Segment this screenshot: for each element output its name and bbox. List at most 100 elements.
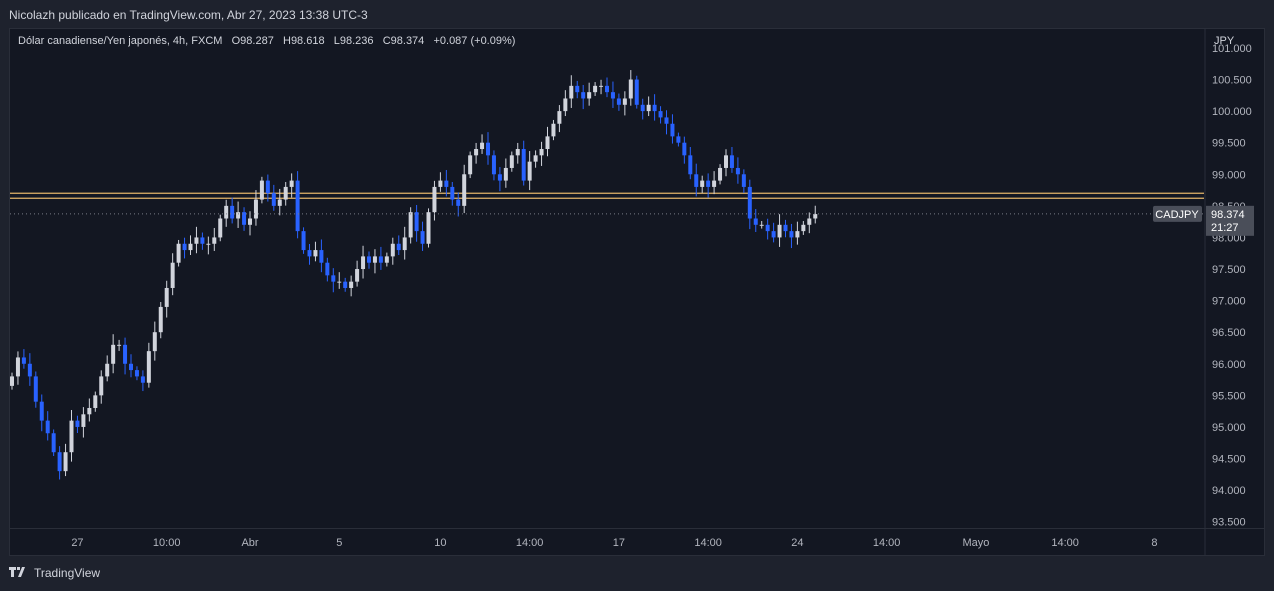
candle-body bbox=[491, 155, 496, 175]
candle bbox=[622, 91, 627, 116]
candle-body bbox=[343, 281, 348, 288]
candle-body bbox=[575, 85, 580, 93]
candle bbox=[277, 188, 282, 216]
candle-body bbox=[545, 136, 550, 150]
candle bbox=[51, 429, 56, 456]
candle bbox=[378, 246, 383, 270]
candle bbox=[111, 334, 116, 374]
candle bbox=[39, 394, 44, 432]
candle bbox=[789, 223, 794, 249]
candle bbox=[735, 157, 740, 184]
x-tick-label: 10 bbox=[434, 537, 446, 549]
candle bbox=[753, 209, 758, 233]
candle-body bbox=[283, 186, 288, 200]
candle-body bbox=[759, 224, 764, 226]
candle bbox=[146, 342, 151, 388]
candle bbox=[372, 249, 377, 274]
candle-body bbox=[158, 306, 163, 333]
candle bbox=[390, 237, 395, 265]
candle-body bbox=[676, 136, 681, 143]
candle-body bbox=[408, 212, 413, 238]
candle-body bbox=[444, 180, 449, 187]
candle bbox=[533, 150, 538, 168]
tradingview-logo-icon[interactable] bbox=[9, 567, 29, 579]
candle-body bbox=[610, 92, 615, 99]
candle-body bbox=[361, 256, 366, 270]
candle-body bbox=[140, 376, 145, 383]
candle-body bbox=[801, 224, 806, 232]
countdown-value: 21:27 bbox=[1211, 222, 1239, 234]
x-tick-label: 14:00 bbox=[516, 537, 544, 549]
candle-body bbox=[170, 262, 175, 288]
candle-body bbox=[468, 155, 473, 175]
candle bbox=[718, 164, 723, 185]
candle bbox=[123, 337, 128, 375]
candle bbox=[491, 150, 496, 181]
open-value: O98.287 bbox=[231, 35, 274, 47]
candle-body bbox=[146, 351, 151, 383]
candle-body bbox=[616, 98, 621, 105]
candle-body bbox=[634, 79, 639, 105]
candle bbox=[57, 446, 62, 480]
candle-body bbox=[21, 357, 26, 364]
candle-body bbox=[735, 167, 740, 175]
candle bbox=[81, 407, 86, 438]
candle bbox=[140, 370, 145, 392]
candle-body bbox=[134, 370, 139, 377]
y-tick-label: 99.500 bbox=[1212, 138, 1246, 150]
candle bbox=[694, 163, 699, 197]
candle-body bbox=[587, 92, 592, 99]
y-tick-label: 94.500 bbox=[1212, 454, 1246, 466]
candle-body bbox=[486, 142, 490, 156]
candle bbox=[331, 268, 336, 293]
candle-body bbox=[152, 332, 157, 352]
candle bbox=[688, 146, 693, 180]
candle bbox=[783, 219, 788, 238]
candle-body bbox=[646, 104, 651, 112]
candle bbox=[509, 151, 514, 172]
candle-body bbox=[515, 149, 520, 156]
candle-body bbox=[319, 250, 324, 263]
candle bbox=[45, 411, 50, 441]
candle bbox=[795, 221, 800, 245]
candle bbox=[218, 214, 223, 242]
footer-brand[interactable]: TradingView bbox=[34, 566, 101, 580]
candle bbox=[248, 211, 252, 236]
candle bbox=[813, 205, 818, 224]
chart-panel[interactable] bbox=[9, 28, 1265, 556]
x-tick-label: 14:00 bbox=[1051, 537, 1079, 549]
candle-body bbox=[295, 180, 300, 232]
candle-body bbox=[111, 344, 116, 364]
symbol-tag-bg bbox=[1153, 205, 1202, 222]
candle bbox=[164, 280, 169, 318]
candle-body bbox=[557, 111, 562, 124]
candle bbox=[414, 204, 419, 242]
candle-body bbox=[248, 218, 252, 225]
candle bbox=[319, 239, 324, 273]
candle-body bbox=[456, 199, 461, 206]
candle-body bbox=[533, 155, 538, 162]
x-tick-label: 14:00 bbox=[873, 537, 901, 549]
candle bbox=[593, 82, 598, 96]
candle-body bbox=[426, 212, 431, 244]
candle bbox=[777, 214, 782, 247]
candle-body bbox=[265, 180, 270, 194]
candle-body bbox=[372, 256, 377, 263]
candle bbox=[63, 443, 68, 477]
candle-body bbox=[325, 262, 330, 276]
candle-body bbox=[747, 186, 752, 219]
y-tick-label: 96.500 bbox=[1212, 327, 1246, 339]
footer: TradingView bbox=[9, 566, 100, 580]
candle-body bbox=[236, 212, 241, 219]
candle bbox=[188, 235, 193, 256]
candle bbox=[271, 184, 276, 211]
candle bbox=[396, 235, 401, 256]
symbol-tag: CADJPY bbox=[1153, 205, 1202, 222]
candle-body bbox=[349, 281, 354, 288]
x-tick-label: Mayo bbox=[962, 537, 989, 549]
candle-body bbox=[307, 250, 312, 257]
candle-body bbox=[640, 104, 645, 112]
candle bbox=[117, 339, 122, 351]
symbol-description[interactable]: Dólar canadiense/Yen japonés, 4h, FXCM bbox=[18, 35, 223, 47]
